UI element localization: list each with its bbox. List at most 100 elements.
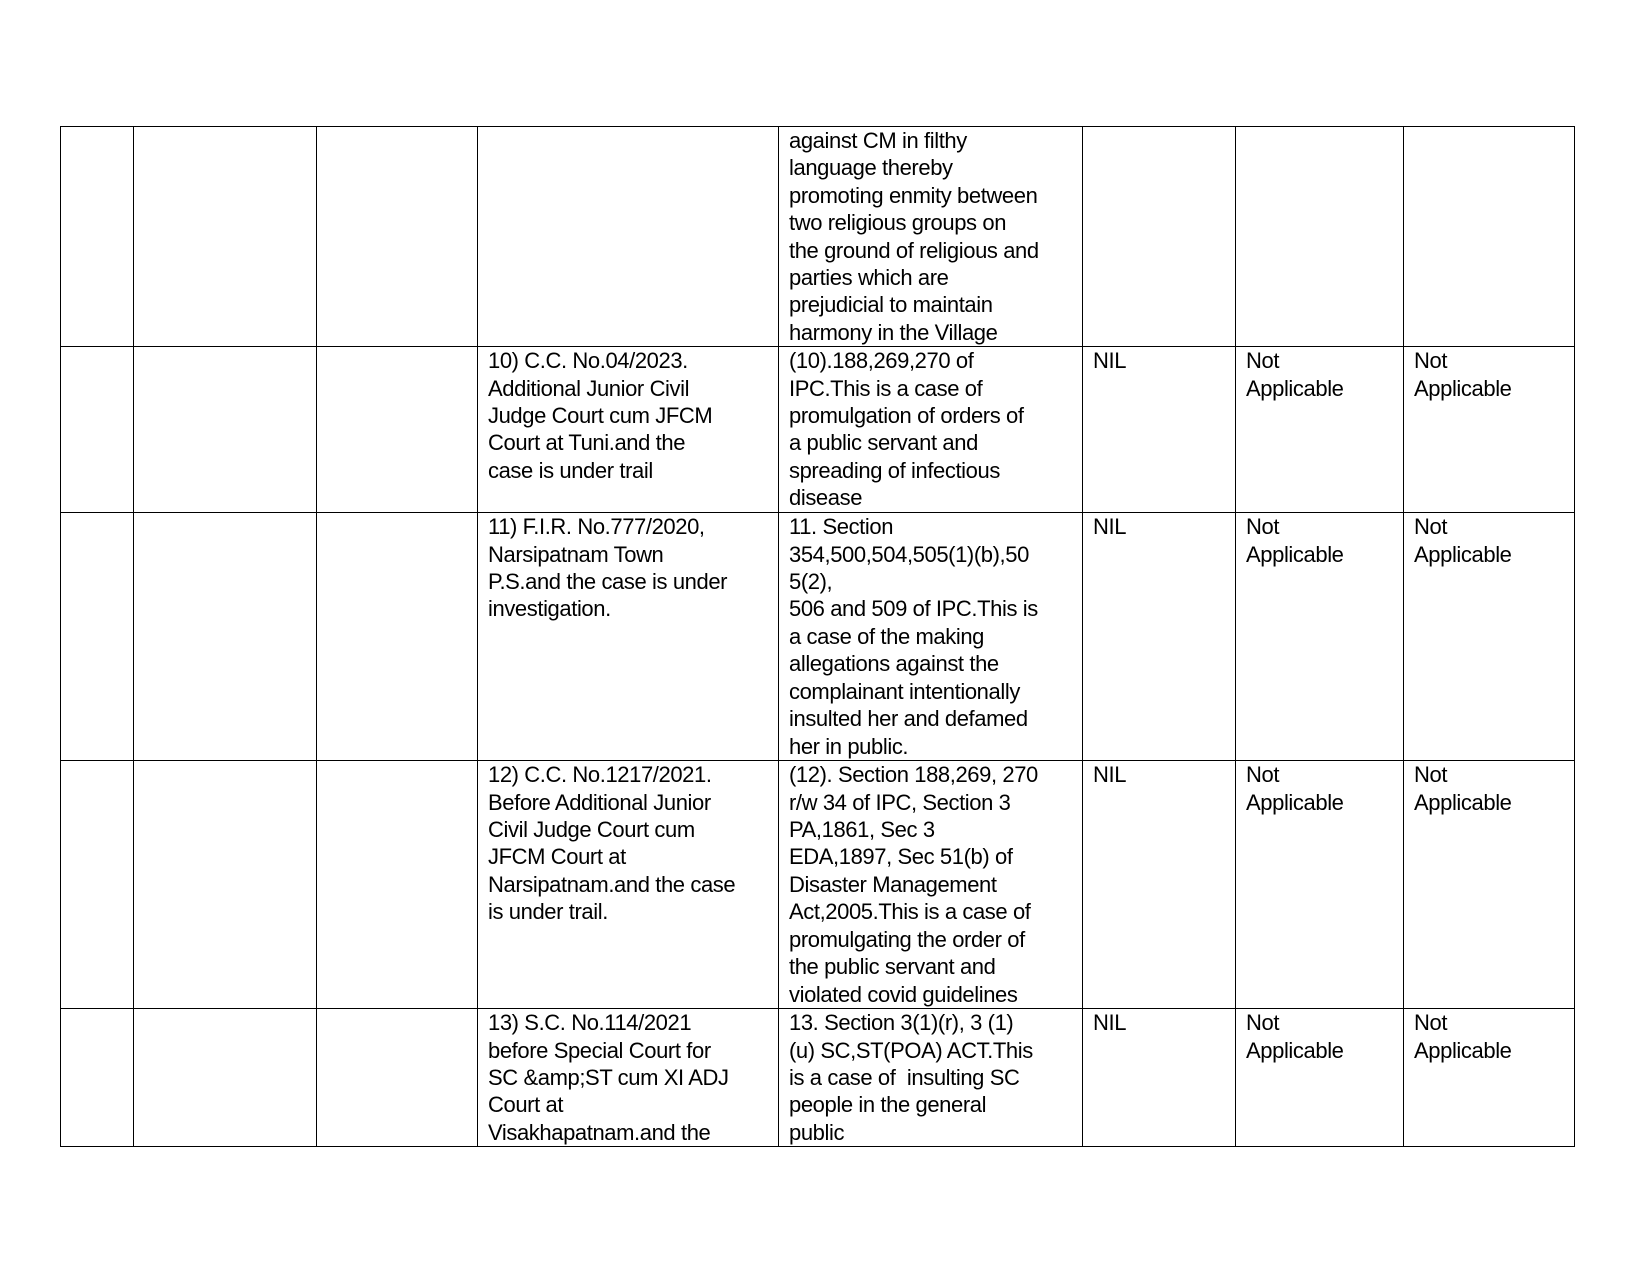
- empty-cell: [316, 760, 478, 1010]
- table-row: 13) S.C. No.114/2021 before Special Court…: [60, 1008, 1575, 1148]
- cell-line: Before Additional Junior: [488, 789, 711, 815]
- cell-line: Not: [1246, 1010, 1280, 1036]
- cell-col8: Not Applicable: [1403, 760, 1575, 1010]
- cell-line: investigation.: [488, 596, 611, 622]
- cell-line: P.S.and the case is under: [488, 569, 728, 595]
- empty-cell: [133, 760, 317, 1010]
- empty-cell: [60, 760, 134, 1010]
- cell-line: Additional Junior Civil: [488, 375, 690, 401]
- cell-col7: [1235, 125, 1404, 348]
- cell-line: language thereby: [789, 155, 953, 181]
- cell-line: Not: [1414, 514, 1448, 540]
- cell-line: NIL: [1093, 1010, 1127, 1036]
- cell-sections: (10).188,269,270 of IPC.This is a case of…: [778, 346, 1083, 514]
- cell-line: Not: [1246, 762, 1280, 788]
- cell-line: Narsipatnam Town: [488, 541, 664, 567]
- cell-col7: Not Applicable: [1235, 346, 1404, 514]
- cell-line: NIL: [1093, 762, 1127, 788]
- cell-line: Applicable: [1246, 789, 1344, 815]
- cell-line: promulgating the order of: [789, 926, 1025, 952]
- cell-line: harmony in the Village: [789, 319, 998, 345]
- cell-line: Civil Judge Court cum: [488, 817, 695, 843]
- cell-case: 11) F.I.R. No.777/2020, Narsipatnam Town P…: [477, 512, 779, 762]
- cell-line: IPC.This is a case of: [789, 375, 983, 401]
- cell-line: 506 and 509 of IPC.This is: [789, 596, 1038, 622]
- cell-col6: NIL: [1082, 760, 1236, 1010]
- cell-col8: Not Applicable: [1403, 1008, 1575, 1148]
- cell-line: 5(2),: [789, 569, 833, 595]
- empty-cell: [316, 346, 478, 514]
- cell-col7: Not Applicable: [1235, 512, 1404, 762]
- empty-cell: [60, 512, 134, 762]
- cell-line: allegations against the: [789, 651, 999, 677]
- cell-line: Applicable: [1246, 1037, 1344, 1063]
- cell-line: the ground of religious and: [789, 237, 1039, 263]
- cell-line: Court at Tuni.and the: [488, 430, 686, 456]
- cell-line: violated covid guidelines: [789, 981, 1018, 1007]
- cell-line: 354,500,504,505(1)(b),50: [789, 541, 1029, 567]
- cell-line: insulted her and defamed: [789, 706, 1028, 732]
- cell-line: 10) C.C. No.04/2023.: [488, 348, 688, 374]
- cell-line: promulgation of orders of: [789, 403, 1024, 429]
- cell-line: NIL: [1093, 348, 1127, 374]
- table-row: 11) F.I.R. No.777/2020, Narsipatnam Town P…: [60, 512, 1575, 762]
- cell-line: Visakhapatnam.and the: [488, 1119, 711, 1145]
- cell-sections: against CM in filthy language thereby prom…: [778, 125, 1083, 348]
- cell-col6: [1082, 125, 1236, 348]
- cell-line: people in the general: [789, 1092, 987, 1118]
- cell-line: before Special Court for: [488, 1037, 711, 1063]
- cell-line: (10).188,269,270 of: [789, 348, 974, 374]
- cases-table: against CM in filthy language thereby prom…: [60, 125, 1575, 1148]
- cell-sections: (12). Section 188,269, 270 r/w 34 of IPC,…: [778, 760, 1083, 1010]
- cell-line: Applicable: [1414, 375, 1512, 401]
- cell-line: 13) S.C. No.114/2021: [488, 1010, 692, 1036]
- cell-line: NIL: [1093, 514, 1127, 540]
- cell-line: PA,1861, Sec 3: [789, 817, 935, 843]
- empty-cell: [133, 346, 317, 514]
- empty-cell: [60, 1008, 134, 1148]
- cell-line: Narsipatnam.and the case: [488, 871, 736, 897]
- cell-sections: 11. Section 354,500,504,505(1)(b),50 5(2),…: [778, 512, 1083, 762]
- empty-cell: [60, 125, 134, 348]
- table-row: 10) C.C. No.04/2023. Additional Junior Ci…: [60, 346, 1575, 514]
- cell-line: the public servant and: [789, 954, 996, 980]
- cell-case: 10) C.C. No.04/2023. Additional Junior Ci…: [477, 346, 779, 514]
- cell-line: spreading of infectious: [789, 457, 1000, 483]
- cell-col8: Not Applicable: [1403, 346, 1575, 514]
- cell-line: public: [789, 1119, 845, 1145]
- cell-line: against CM in filthy: [789, 128, 967, 153]
- cell-col7: Not Applicable: [1235, 760, 1404, 1010]
- cell-line: Applicable: [1246, 375, 1344, 401]
- cell-line: Not: [1414, 348, 1448, 374]
- cell-line: Applicable: [1414, 541, 1512, 567]
- cell-line: r/w 34 of IPC, Section 3: [789, 789, 1011, 815]
- cell-col6: NIL: [1082, 512, 1236, 762]
- empty-cell: [133, 1008, 317, 1148]
- cell-line: Not: [1414, 1010, 1448, 1036]
- empty-cell: [60, 346, 134, 514]
- cell-line: Not: [1414, 762, 1448, 788]
- cell-line: Not: [1246, 514, 1280, 540]
- empty-cell: [133, 125, 317, 348]
- cell-line: 11. Section: [789, 514, 894, 540]
- cell-line: is a case of insulting SC: [789, 1065, 1020, 1091]
- cell-line: 11) F.I.R. No.777/2020,: [488, 514, 705, 540]
- cell-line: a case of the making: [789, 623, 985, 649]
- table-row: against CM in filthy language thereby prom…: [60, 125, 1575, 348]
- empty-cell: [316, 1008, 478, 1148]
- cell-line: (u) SC,ST(POA) ACT.This: [789, 1037, 1033, 1063]
- cell-col7: Not Applicable: [1235, 1008, 1404, 1148]
- table-row: 12) C.C. No.1217/2021. Before Additional …: [60, 760, 1575, 1010]
- cell-line: prejudicial to maintain: [789, 292, 993, 318]
- cell-col8: Not Applicable: [1403, 512, 1575, 762]
- cell-col6: NIL: [1082, 1008, 1236, 1148]
- cell-line: parties which are: [789, 265, 949, 291]
- cell-line: complainant intentionally: [789, 678, 1020, 704]
- cell-line: Court at: [488, 1092, 564, 1118]
- cell-line: 13. Section 3(1)(r), 3 (1): [789, 1010, 1014, 1036]
- cell-line: Judge Court cum JFCM: [488, 403, 713, 429]
- cell-line: Applicable: [1246, 541, 1344, 567]
- cell-line: Act,2005.This is a case of: [789, 899, 1031, 925]
- cell-line: Not: [1246, 348, 1280, 374]
- cell-sections: 13. Section 3(1)(r), 3 (1) (u) SC,ST(POA)…: [778, 1008, 1083, 1148]
